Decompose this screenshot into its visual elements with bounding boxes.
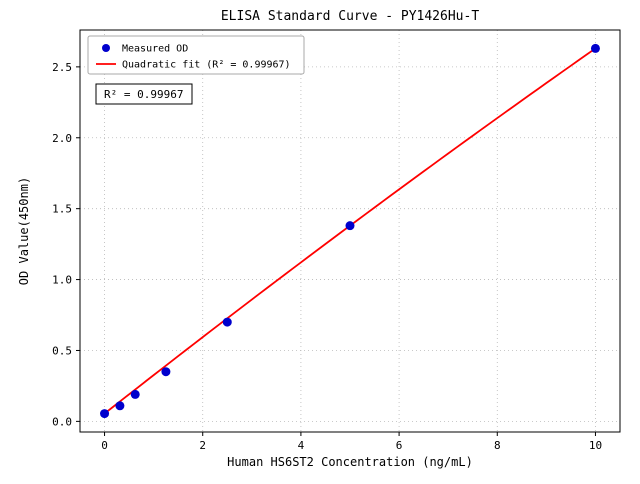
- y-tick-label: 1.0: [52, 274, 72, 287]
- y-axis-label: OD Value(450nm): [17, 177, 31, 285]
- y-tick-label: 1.5: [52, 203, 72, 216]
- legend-label: Measured OD: [122, 44, 188, 55]
- data-point: [130, 389, 140, 399]
- x-tick-label: 4: [298, 439, 305, 452]
- r-squared-annotation: R² = 0.99967: [95, 83, 193, 105]
- legend-box: [87, 35, 305, 75]
- grid: [80, 30, 620, 432]
- data-point: [161, 367, 171, 377]
- y-tick-label: 0.5: [52, 344, 72, 357]
- x-tick-label: 2: [199, 439, 206, 452]
- x-axis-ticks: 0 2 4 6 8 10: [101, 432, 602, 452]
- measured-points: [100, 43, 600, 419]
- data-point: [115, 401, 125, 411]
- y-tick-label: 2.0: [52, 132, 72, 145]
- legend-item-quadratic-fit: Quadratic fit (R² = 0.99967): [96, 60, 291, 71]
- y-tick-label: 2.5: [52, 61, 72, 74]
- x-axis-label: Human HS6ST2 Concentration (ng/mL): [227, 455, 473, 469]
- legend-item-measured-od: Measured OD: [102, 44, 188, 55]
- x-tick-label: 0: [101, 439, 108, 452]
- legend: Measured OD Quadratic fit (R² = 0.99967): [87, 35, 305, 75]
- x-tick-label: 8: [494, 439, 501, 452]
- data-point: [100, 409, 110, 419]
- data-point: [590, 43, 600, 53]
- data-point: [222, 317, 232, 327]
- y-tick-label: 0.0: [52, 415, 72, 428]
- y-axis-ticks: 0.0 0.5 1.0 1.5 2.0 2.5: [52, 61, 80, 428]
- x-tick-label: 10: [589, 439, 602, 452]
- chart-title: ELISA Standard Curve - PY1426Hu-T: [221, 9, 479, 24]
- annotation-box: [95, 83, 193, 105]
- x-tick-label: 6: [396, 439, 403, 452]
- data-point: [345, 221, 355, 231]
- annotation-text: R² = 0.99967: [104, 88, 183, 101]
- plot-border: [79, 29, 621, 433]
- legend-label: Quadratic fit (R² = 0.99967): [122, 60, 291, 71]
- legend-dot-marker: [102, 44, 110, 52]
